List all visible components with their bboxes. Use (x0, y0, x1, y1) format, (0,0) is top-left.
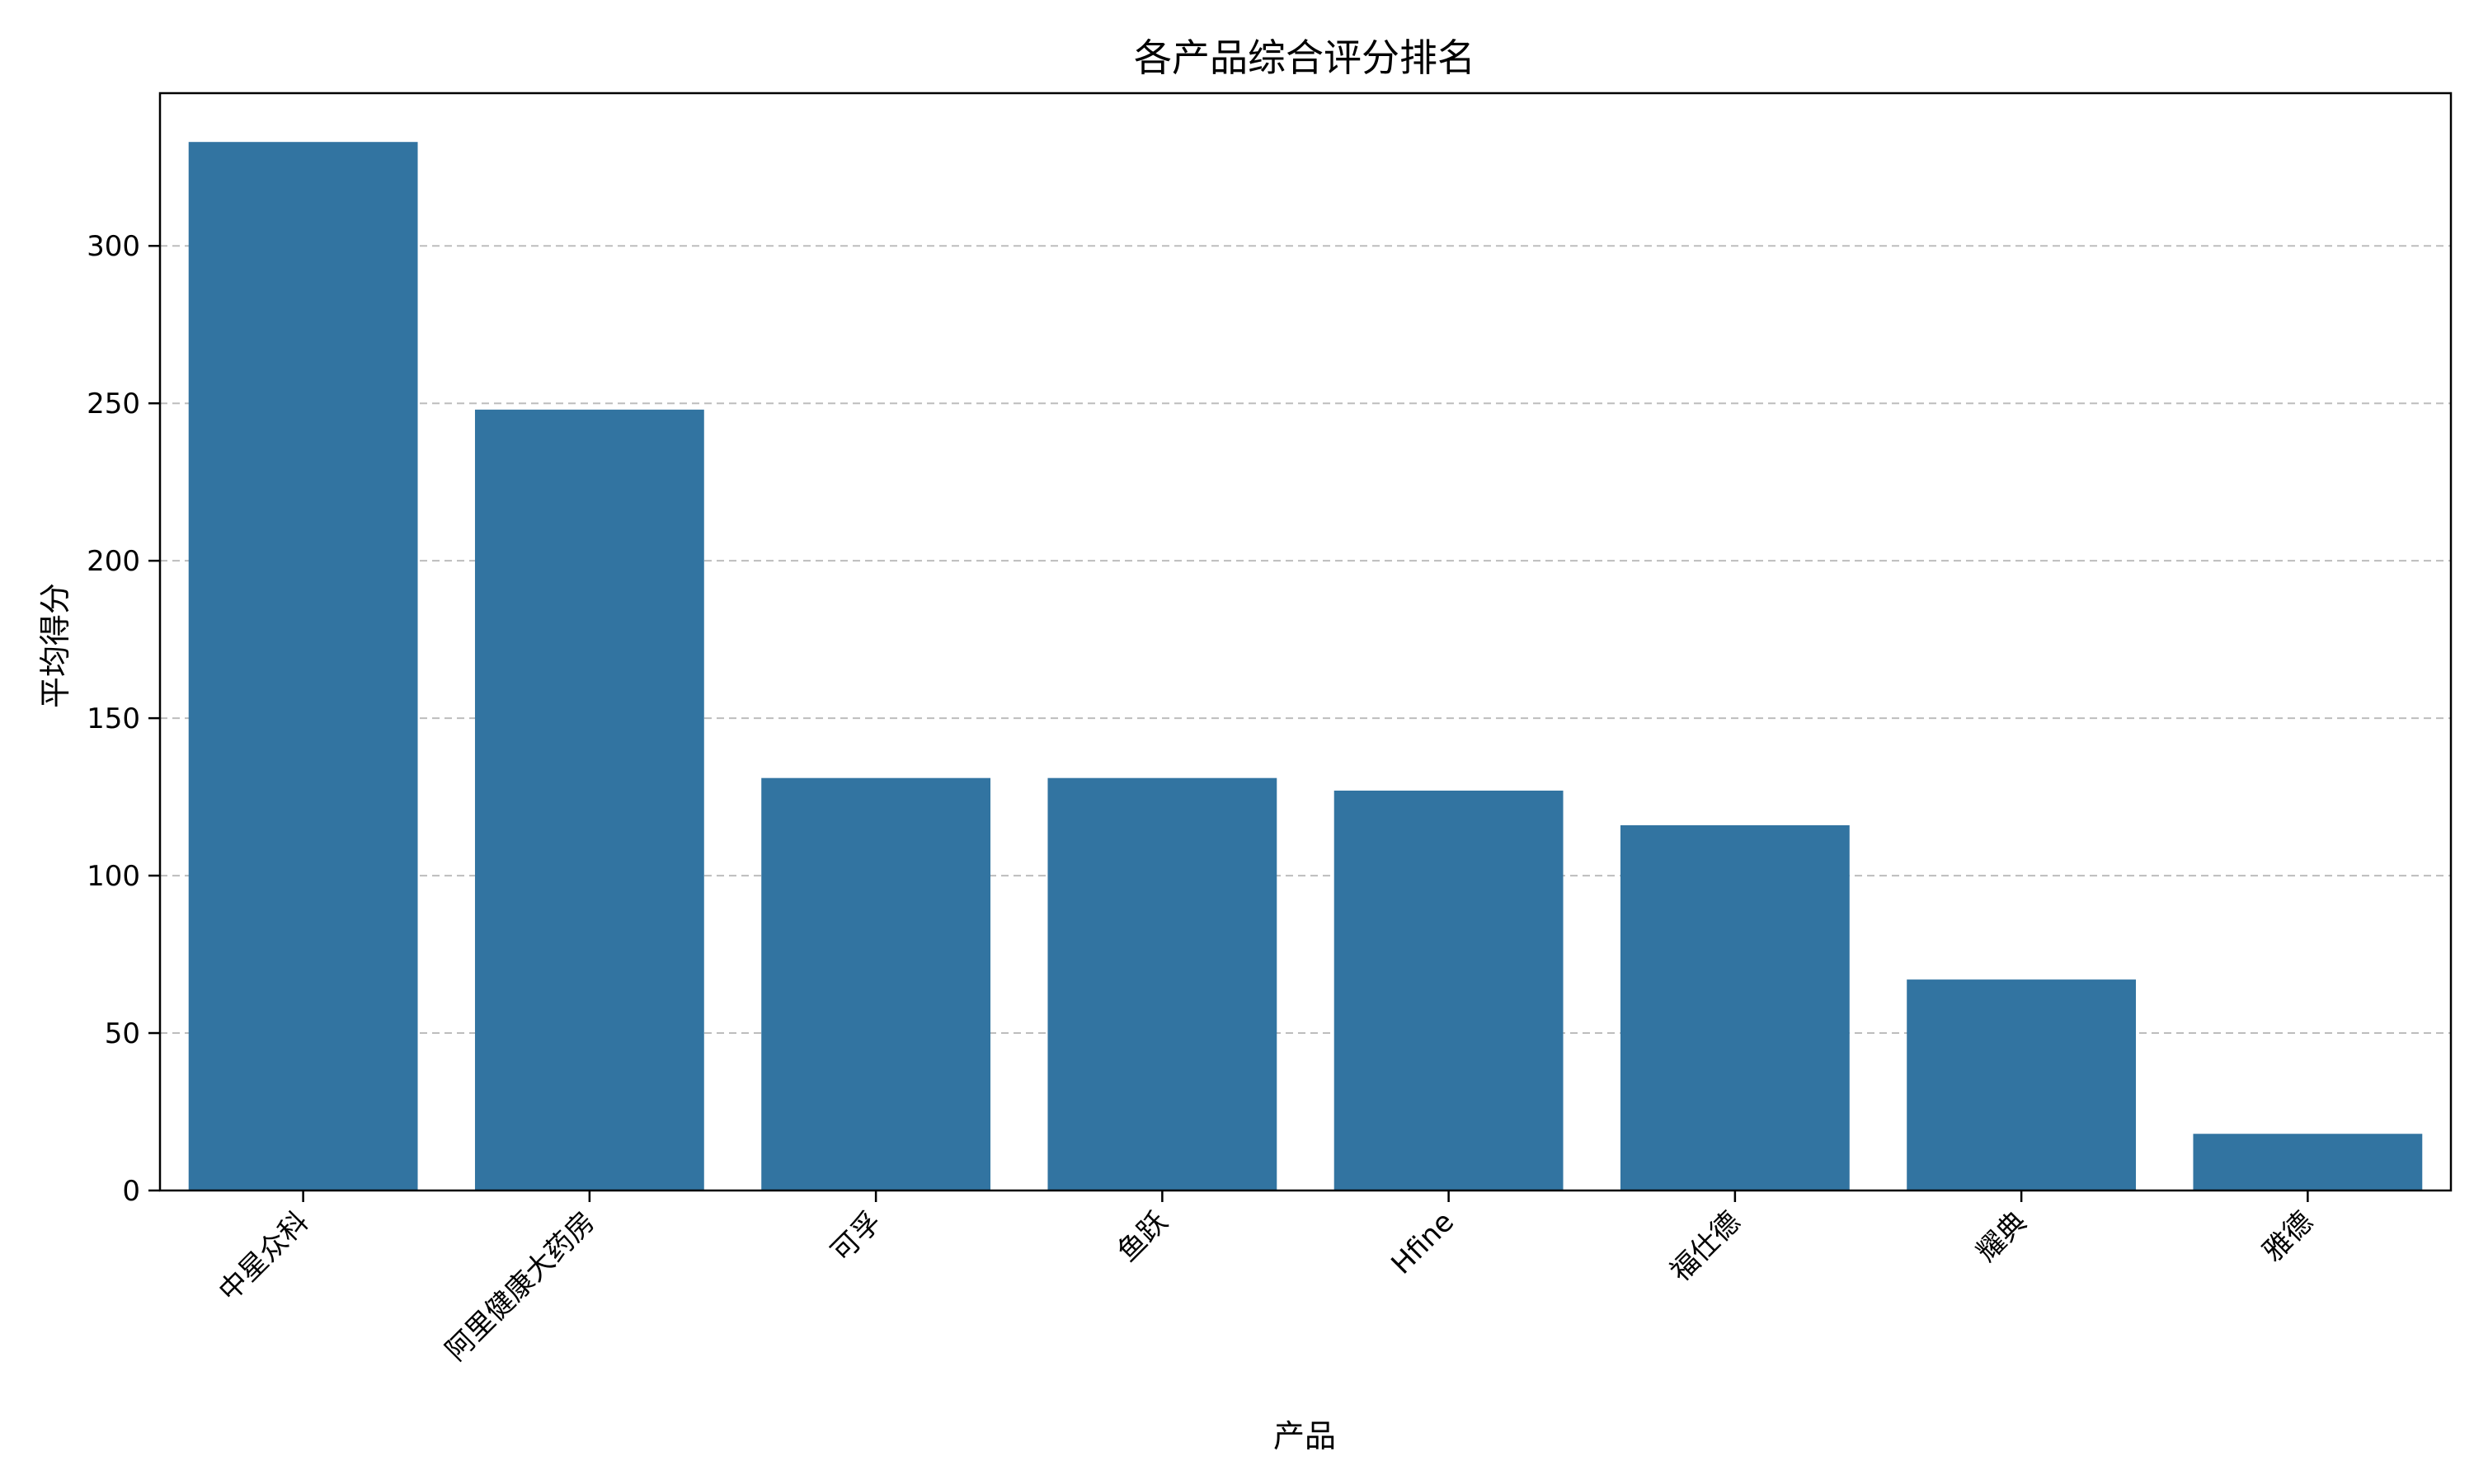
bars (188, 142, 2423, 1190)
bar (761, 777, 991, 1190)
bar (1047, 777, 1277, 1190)
bar (474, 409, 704, 1190)
x-tick-label: 可孚 (825, 1205, 887, 1268)
y-tick-label: 200 (87, 545, 140, 578)
bar (1907, 979, 2137, 1190)
y-tick-label: 150 (87, 702, 140, 735)
bar (1620, 824, 1850, 1190)
bar (1333, 790, 1564, 1190)
y-axis-label: 平均得分 (37, 583, 73, 708)
x-tick-label: 鱼跃 (1111, 1205, 1174, 1268)
x-tick-label: Hfine (1385, 1205, 1460, 1281)
x-tick-label: 阿里健康大药房 (440, 1205, 602, 1368)
x-tick-label: 雅德 (2256, 1205, 2319, 1268)
x-axis-ticks: 中星众科 阿里健康大药房 可孚 鱼跃 Hfine 福仕德 耀典 雅德 (213, 1190, 2320, 1368)
chart-title: 各产品综合评分排名 (1134, 35, 1475, 80)
plot-area-frame (158, 92, 2453, 1192)
y-tick-label: 250 (87, 387, 140, 420)
bar (188, 142, 418, 1190)
x-tick-label: 耀典 (1970, 1205, 2033, 1268)
bar (2193, 1134, 2423, 1190)
x-tick-label: 中星众科 (213, 1205, 315, 1308)
y-tick-label: 100 (87, 860, 140, 893)
y-tick-label: 50 (105, 1017, 140, 1050)
y-tick-label: 300 (87, 230, 140, 263)
x-tick-label: 福仕德 (1664, 1205, 1747, 1288)
x-axis-label: 产品 (1273, 1418, 1336, 1454)
y-axis-ticks: 0 50 100 150 200 250 300 (87, 230, 160, 1208)
y-tick-label: 0 (122, 1175, 140, 1208)
